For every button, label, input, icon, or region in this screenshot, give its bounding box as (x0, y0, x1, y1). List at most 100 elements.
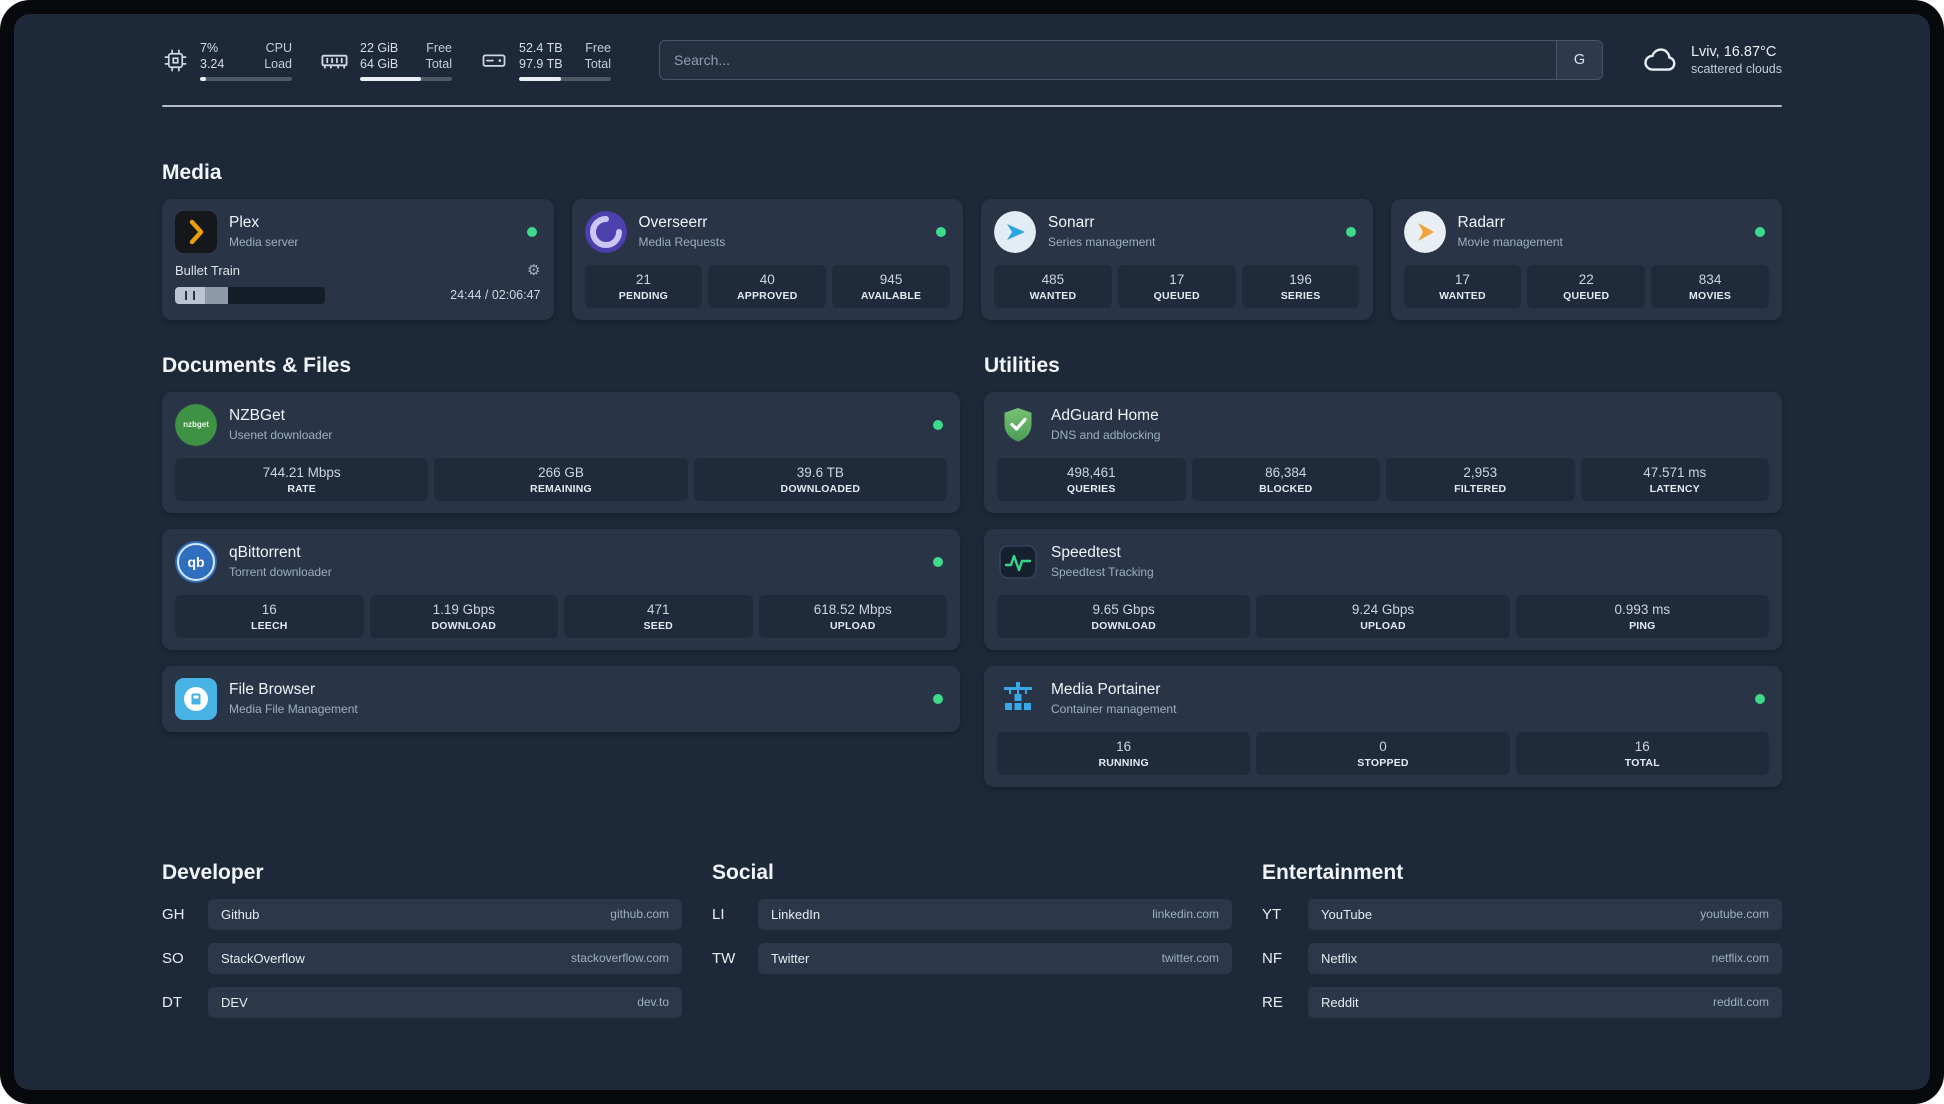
media-heading: Media (162, 160, 222, 184)
bookmark-name: Twitter (771, 950, 810, 966)
stat-seed: 471 SEED (564, 594, 753, 638)
filebrowser-icon (175, 677, 217, 720)
bookmark-domain: linkedin.com (1152, 907, 1219, 921)
stat-remaining: 266 GB REMAINING (434, 457, 688, 501)
speedtest-title: Speedtest (1051, 543, 1121, 561)
disk-total: 97.9 TB (519, 57, 563, 72)
disk-icon (480, 46, 508, 74)
status-dot (933, 556, 943, 567)
stat-running: 16 RUNNING (997, 731, 1251, 775)
search-provider-button[interactable]: G (1555, 41, 1602, 80)
qbittorrent-subtitle: Torrent downloader (229, 565, 332, 580)
memory-widget: 22 GiB Free 64 GiB Total (320, 40, 452, 81)
plex-icon (175, 210, 217, 253)
bookmark-twitter[interactable]: TW Twitter twitter.com (712, 942, 1232, 974)
gear-icon[interactable]: ⚙ (527, 260, 541, 279)
qbittorrent-title: qBittorrent (229, 543, 301, 561)
bookmark-name: YouTube (1321, 906, 1373, 922)
bookmark-name: Reddit (1321, 994, 1359, 1010)
status-dot (1755, 226, 1765, 237)
stat-latency: 47.571 ms LATENCY (1580, 457, 1769, 501)
stat-available: 945 AVAILABLE (832, 264, 950, 308)
qbittorrent-card[interactable]: qb qBittorrent Torrent downloader 16 LEEC… (162, 528, 960, 650)
cpu-load-label: Load (264, 57, 292, 72)
speedtest-card[interactable]: Speedtest Speedtest Tracking 9.65 Gbps DO… (984, 528, 1782, 650)
radarr-subtitle: Movie management (1457, 235, 1563, 250)
cpu-percent: 7% (200, 41, 219, 55)
stat-ping: 0.993 ms PING (1515, 594, 1769, 638)
entertainment-heading: Entertainment (1262, 860, 1404, 884)
adguard-subtitle: DNS and adblocking (1051, 428, 1161, 443)
playback-progress-bar[interactable] (175, 286, 325, 304)
social-heading: Social (712, 860, 774, 884)
stat-wanted: 17 WANTED (1403, 264, 1522, 308)
topbar-divider (162, 104, 1782, 107)
stat-wanted: 485 WANTED (994, 264, 1112, 308)
filebrowser-title: File Browser (229, 680, 316, 698)
portainer-card[interactable]: Media Portainer Container management 16 R… (984, 665, 1782, 787)
dashboard: 7% CPU 3.24 Load 22 GiB Free 64 GiB Total (14, 14, 1930, 1090)
weather-location: Lviv, 16.87°C (1690, 44, 1777, 61)
sonarr-icon (994, 210, 1036, 253)
bookmark-abbr: GH (162, 905, 185, 923)
stat-filtered: 2,953 FILTERED (1386, 457, 1575, 501)
bookmark-github[interactable]: GH Github github.com (162, 898, 682, 930)
radarr-header: Radarr Movie management (1403, 210, 1770, 253)
disk-widget: 52.4 TB Free 97.9 TB Total (480, 40, 611, 81)
plex-card[interactable]: Plex Media server Bullet Train ⚙ (162, 198, 554, 320)
section-documents: Documents & Files nzbget NZBGet Usenet d… (162, 354, 960, 748)
bookmark-name: Netflix (1321, 950, 1358, 966)
bookmark-domain: youtube.com (1700, 907, 1769, 921)
bookmark-name: LinkedIn (771, 906, 821, 922)
nzbget-card[interactable]: nzbget NZBGet Usenet downloader 744.21 M… (162, 391, 960, 513)
search-input[interactable] (660, 41, 1556, 80)
qbittorrent-header: qb qBittorrent Torrent downloader (175, 540, 947, 583)
speedtest-header: Speedtest Speedtest Tracking (997, 541, 1769, 583)
stat-queued: 17 QUEUED (1117, 264, 1236, 308)
bookmark-domain: dev.to (637, 995, 669, 1009)
memory-free-label: Free (426, 41, 452, 55)
stat-series: 196 SERIES (1241, 264, 1360, 308)
disk-total-label: Total (584, 57, 611, 72)
bookmark-reddit[interactable]: RE Reddit reddit.com (1262, 986, 1782, 1018)
bookmark-dev[interactable]: DT DEV dev.to (162, 986, 682, 1018)
overseerr-card[interactable]: Overseerr Media Requests 21 PENDING 40 APP… (571, 198, 963, 320)
bookmark-abbr: NF (1262, 949, 1282, 967)
bookmark-abbr: TW (712, 949, 736, 967)
disk-usage-bar (519, 76, 611, 81)
bookmark-netflix[interactable]: NF Netflix netflix.com (1262, 942, 1782, 974)
stat-queries: 498,461 QUERIES (997, 457, 1186, 501)
pause-button[interactable] (175, 286, 205, 304)
radarr-title: Radarr (1457, 213, 1505, 231)
bookmark-stackoverflow[interactable]: SO StackOverflow stackoverflow.com (162, 942, 682, 974)
cpu-usage-bar (200, 76, 292, 81)
cpu-widget: 7% CPU 3.24 Load (162, 40, 292, 81)
bookmark-abbr: DT (162, 993, 182, 1011)
stat-pending: 21 PENDING (584, 264, 703, 308)
bookmark-abbr: YT (1262, 905, 1282, 923)
memory-total: 64 GiB (360, 57, 399, 72)
bookmark-name: DEV (221, 994, 248, 1010)
bookmark-domain: stackoverflow.com (570, 951, 669, 965)
section-entertainment: Entertainment YT YouTube youtube.com NF N… (1262, 861, 1782, 1031)
sonarr-card[interactable]: Sonarr Series management 485 WANTED 17 QUE… (981, 198, 1373, 320)
section-utilities: Utilities AdGuard Home (984, 354, 1782, 803)
stat-downloaded: 39.6 TB DOWNLOADED (693, 457, 947, 501)
qbittorrent-icon: qb (175, 540, 217, 583)
speedtest-subtitle: Speedtest Tracking (1051, 565, 1154, 580)
portainer-header: Media Portainer Container management (997, 678, 1769, 720)
radarr-card[interactable]: Radarr Movie management 17 WANTED 22 QUEUE… (1390, 198, 1782, 320)
adguard-title: AdGuard Home (1051, 406, 1159, 424)
adguard-card[interactable]: AdGuard Home DNS and adblocking 498,461 Q… (984, 391, 1782, 513)
filebrowser-card[interactable]: File Browser Media File Management (162, 665, 960, 732)
bookmark-youtube[interactable]: YT YouTube youtube.com (1262, 898, 1782, 930)
memory-total-label: Total (425, 57, 452, 72)
memory-free: 22 GiB (360, 41, 399, 55)
overseerr-subtitle: Media Requests (638, 235, 726, 250)
stat-total: 16 TOTAL (1515, 731, 1769, 775)
section-social: Social LI LinkedIn linkedin.com TW Twitte… (712, 861, 1232, 987)
nzbget-title: NZBGet (229, 406, 285, 424)
bookmark-domain: twitter.com (1161, 951, 1219, 965)
bookmark-linkedin[interactable]: LI LinkedIn linkedin.com (712, 898, 1232, 930)
